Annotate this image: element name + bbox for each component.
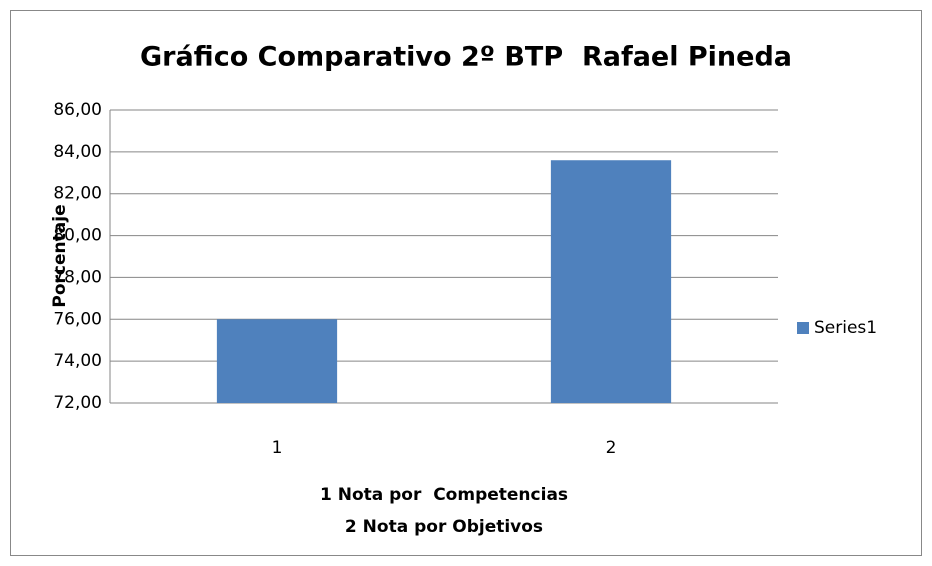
- y-tick-label: 72,00: [53, 393, 102, 413]
- legend-label: Series1: [814, 318, 877, 338]
- y-tick-label: 86,00: [53, 100, 102, 120]
- y-tick-label: 82,00: [53, 184, 102, 204]
- x-tick-label: 1: [272, 438, 283, 458]
- y-tick-label: 74,00: [53, 351, 102, 371]
- bar: [216, 319, 338, 403]
- bar: [550, 160, 672, 403]
- x-axis-title: 1 Nota por Competencias: [320, 485, 568, 505]
- chart-frame: [10, 10, 922, 556]
- x-tick-label: 2: [606, 438, 617, 458]
- y-tick-label: 80,00: [53, 226, 102, 246]
- y-tick-label: 84,00: [53, 142, 102, 162]
- y-axis-title: Porcentaje: [50, 204, 70, 307]
- chart-title: Gráfico Comparativo 2º BTP Rafael Pineda: [140, 42, 792, 73]
- y-tick-label: 76,00: [53, 309, 102, 329]
- legend-swatch: [797, 322, 809, 334]
- y-tick-label: 78,00: [53, 267, 102, 287]
- x-axis-title: 2 Nota por Objetivos: [345, 517, 543, 537]
